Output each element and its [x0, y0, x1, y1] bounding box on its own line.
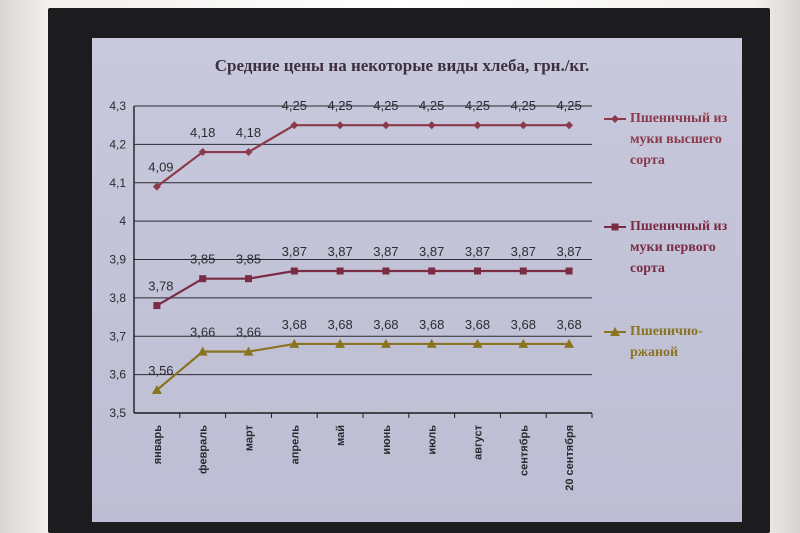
data-label: 3,85: [190, 252, 215, 267]
x-tick-label: сентябрь: [518, 425, 530, 476]
data-point-diamond: [381, 121, 390, 130]
x-tick-label: 20 сентября: [564, 425, 576, 491]
data-point-diamond: [427, 121, 436, 130]
data-point-diamond: [290, 121, 299, 130]
x-tick-label: май: [335, 425, 347, 446]
y-tick-label: 4: [119, 214, 126, 228]
data-point-triangle: [151, 384, 162, 394]
data-label: 3,68: [419, 317, 444, 332]
chart-slide: Средние цены на некоторые виды хлеба, гр…: [92, 38, 742, 522]
data-label: 4,25: [282, 98, 307, 113]
data-label: 3,87: [511, 244, 536, 259]
data-point-square: [199, 275, 207, 283]
data-point-triangle: [243, 346, 254, 356]
line-chart: 3,5 3,6 3,7 3,8 3,9 4 4,1 4,2 4,3 январь февраль ма…: [109, 98, 593, 491]
chart-title: Средние цены на некоторые виды хлеба, гр…: [214, 56, 590, 75]
series-line: [156, 269, 570, 307]
y-tick-label: 3,6: [109, 368, 126, 382]
data-point-square: [153, 302, 161, 310]
y-tick-label: 3,9: [109, 253, 126, 267]
data-point-diamond: [473, 121, 482, 130]
data-label: 3,68: [373, 317, 398, 332]
legend-label: Пшенично-ржаной: [630, 324, 703, 360]
data-label: 4,25: [465, 98, 490, 113]
y-tick-label: 3,5: [109, 406, 126, 420]
data-point-triangle: [380, 338, 391, 348]
data-point-square: [428, 267, 436, 275]
y-tick-label: 4,2: [109, 137, 126, 151]
y-tick-label: 4,3: [109, 99, 126, 113]
data-label: 3,56: [148, 363, 173, 378]
data-label: 3,68: [556, 317, 581, 332]
data-point-diamond: [152, 182, 161, 191]
legend-swatch-triangle: [604, 327, 626, 337]
data-label: 3,68: [511, 317, 536, 332]
data-point-square: [519, 267, 527, 275]
data-point-square: [474, 267, 481, 275]
data-label: 4,25: [373, 98, 398, 113]
data-point-diamond: [336, 121, 345, 130]
series-line: [156, 342, 570, 391]
data-point-triangle: [472, 338, 483, 348]
data-point-diamond: [198, 148, 207, 157]
data-point-square: [336, 267, 344, 275]
data-label: 3,87: [419, 244, 444, 259]
x-tick-label: январь: [152, 425, 164, 465]
data-label: 3,68: [327, 317, 352, 332]
data-label: 3,87: [465, 244, 490, 259]
data-point-diamond: [519, 121, 528, 130]
data-label: 3,78: [148, 279, 173, 294]
series-line: [156, 124, 570, 188]
data-point-square: [290, 267, 298, 275]
data-label: 3,68: [282, 317, 307, 332]
y-tick-label: 3,8: [109, 291, 126, 305]
data-label: 4,25: [419, 98, 444, 113]
legend-label: Пшеничный из муки первого сорта: [630, 219, 728, 276]
x-tick-label: февраль: [198, 425, 210, 474]
y-tick-label: 3,7: [109, 329, 126, 343]
data-label: 3,68: [465, 317, 490, 332]
data-label: 3,87: [373, 244, 398, 259]
data-label: 4,09: [148, 160, 173, 175]
x-tick-label: март: [244, 424, 256, 451]
data-point-triangle: [518, 338, 529, 348]
x-tick-label: июль: [427, 425, 439, 455]
data-label: 4,18: [236, 125, 261, 140]
data-point-triangle: [426, 338, 437, 348]
data-label: 4,25: [556, 98, 581, 113]
data-point-diamond: [244, 148, 253, 157]
data-label: 4,25: [511, 98, 536, 113]
legend-swatch-square: [604, 222, 626, 232]
data-point-triangle: [564, 338, 575, 348]
y-tick-label: 4,1: [109, 176, 126, 190]
data-label: 3,87: [327, 244, 352, 259]
data-label: 4,25: [327, 98, 352, 113]
x-tick-label: апрель: [289, 425, 301, 465]
data-label: 3,87: [282, 244, 307, 259]
data-label: 3,87: [556, 244, 581, 259]
data-label: 3,66: [236, 325, 261, 340]
data-label: 3,85: [236, 252, 261, 267]
data-point-triangle: [197, 346, 208, 356]
data-point-square: [245, 275, 252, 283]
legend-label: Пшеничный из муки высшего сорта: [630, 111, 728, 168]
data-point-diamond: [565, 121, 574, 130]
data-label: 3,66: [190, 325, 215, 340]
x-tick-label: июнь: [381, 425, 393, 455]
data-point-triangle: [335, 338, 346, 348]
data-point-square: [382, 267, 390, 275]
data-point-triangle: [289, 338, 300, 348]
data-point-square: [565, 267, 573, 275]
x-tick-label: август: [473, 424, 485, 459]
legend-swatch-diamond: [604, 114, 626, 124]
data-label: 4,18: [190, 125, 215, 140]
